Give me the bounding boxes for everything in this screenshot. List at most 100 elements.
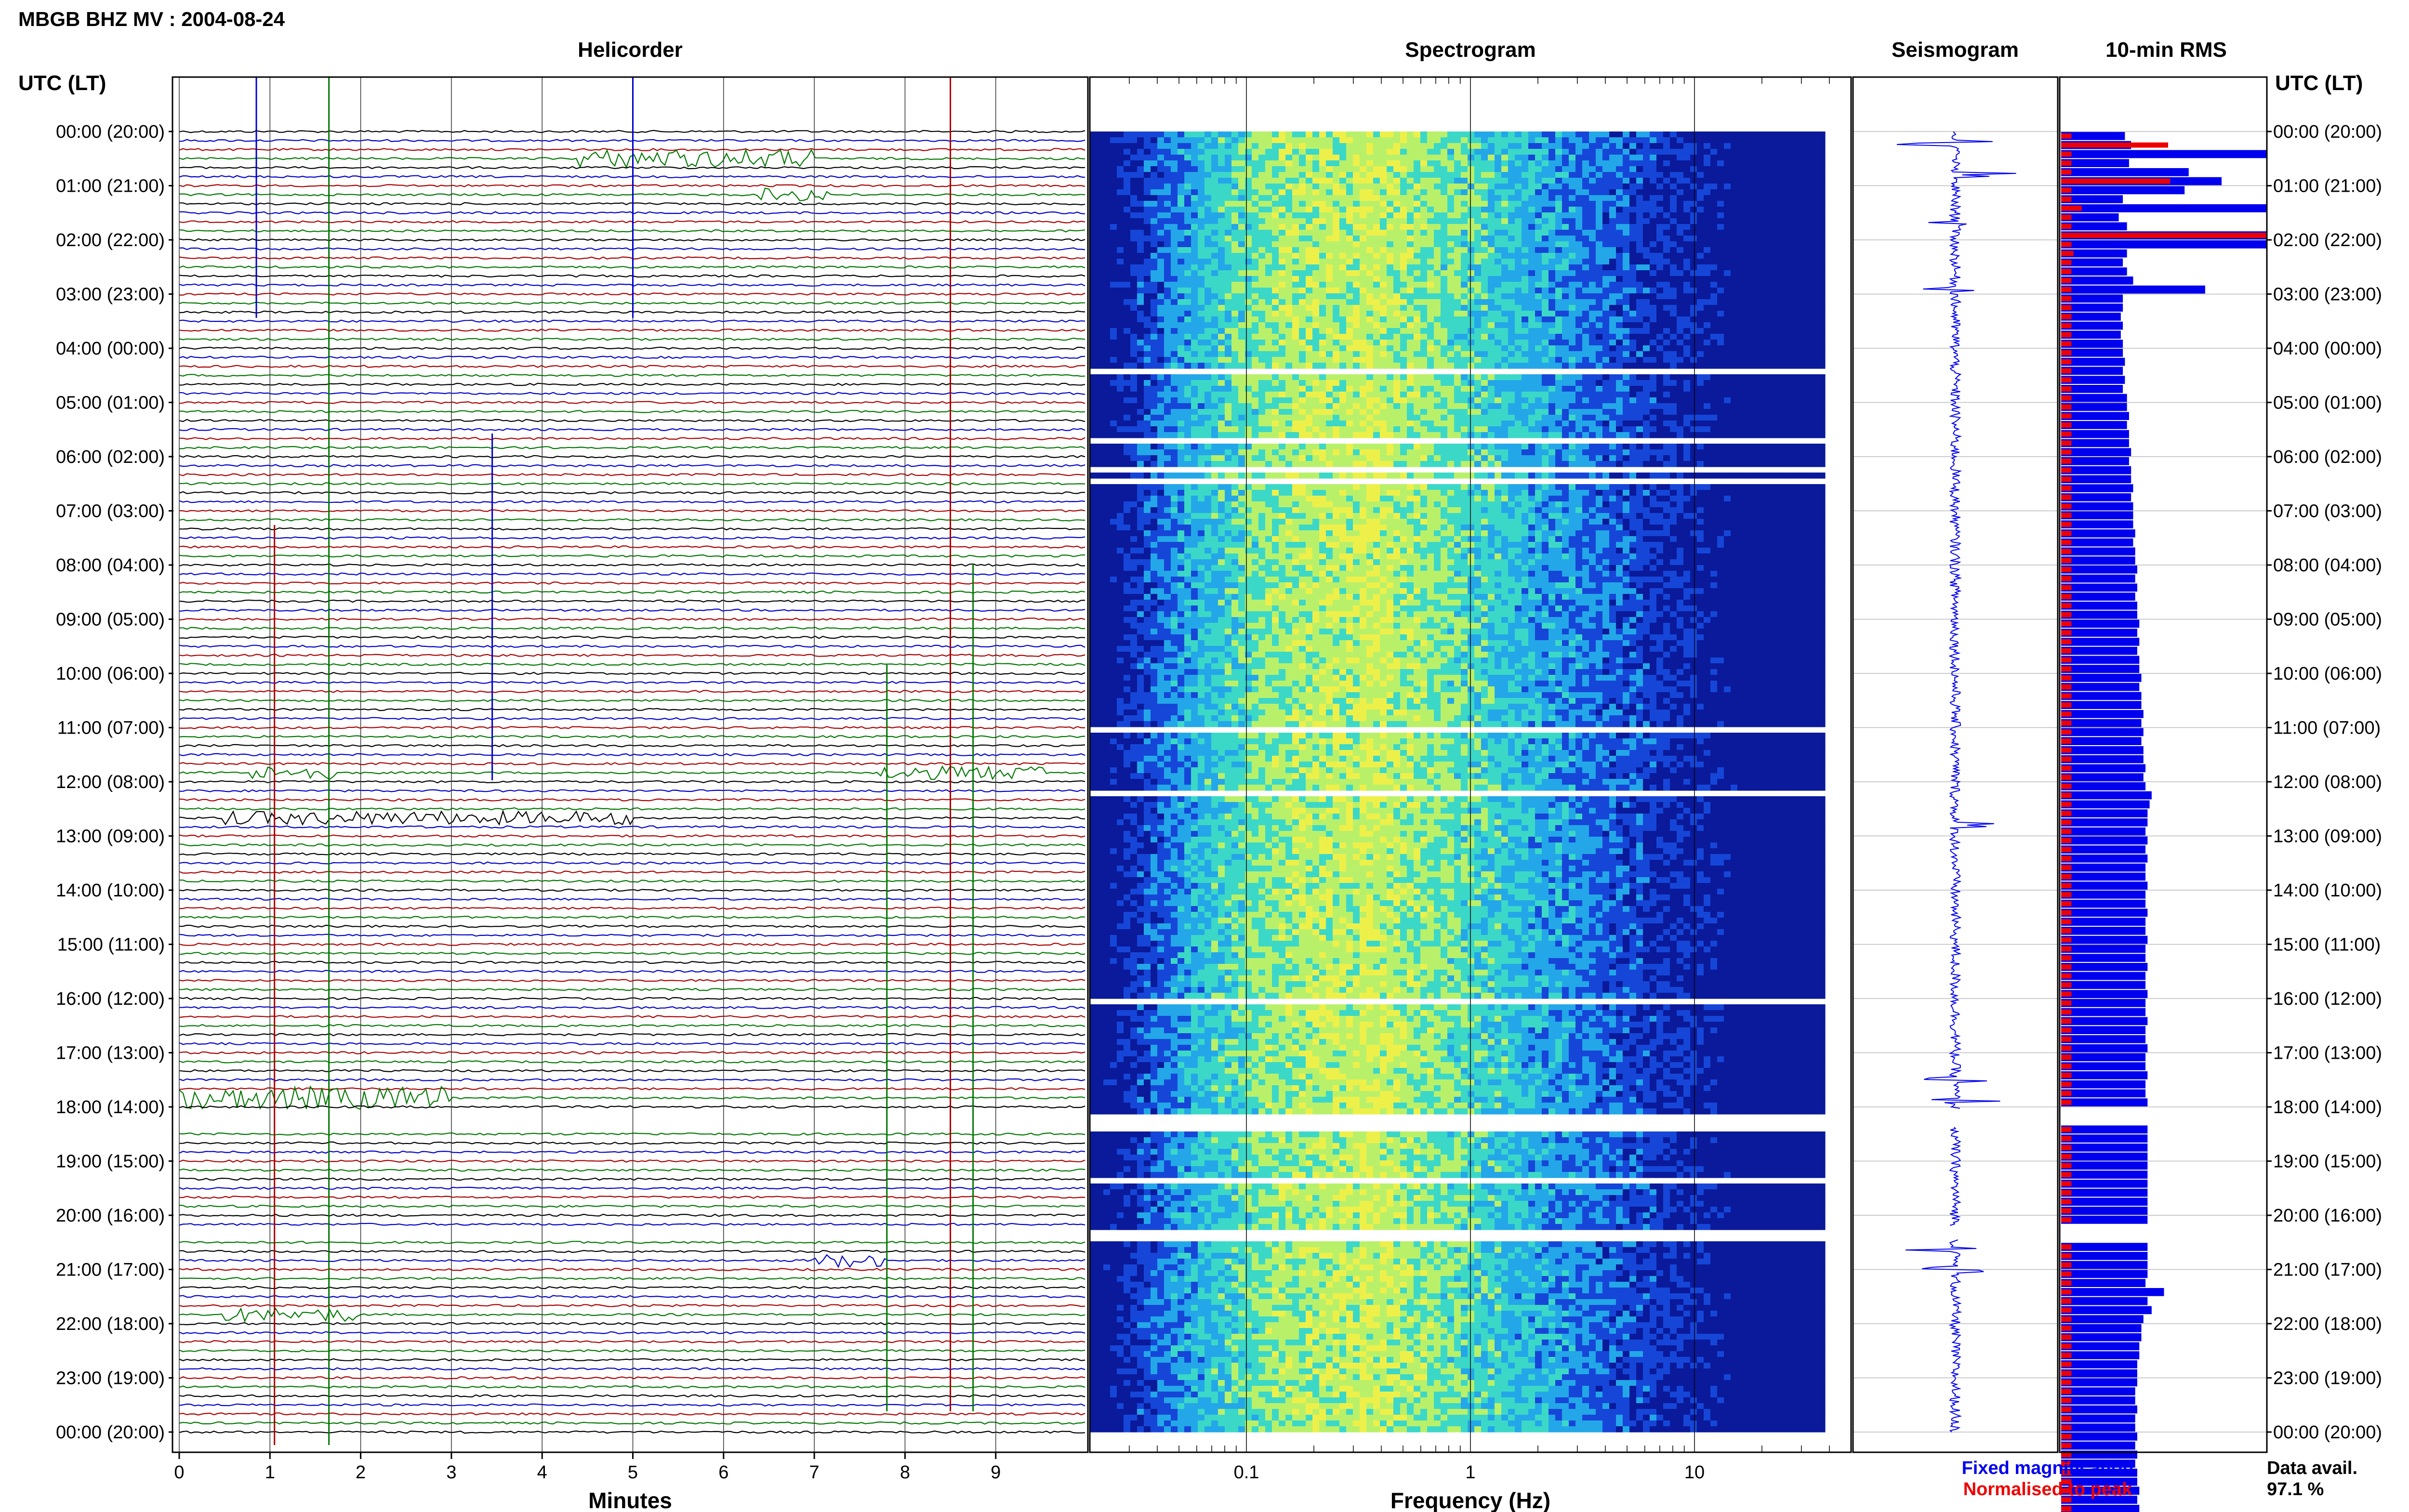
- spectrogram-cell: [1663, 270, 1670, 276]
- spectrogram-cell: [1468, 282, 1475, 288]
- spectrogram-cell: [1818, 195, 1826, 201]
- spectrogram-cell: [1124, 276, 1131, 282]
- spectrogram-cell: [1339, 380, 1347, 386]
- spectrogram-cell: [1758, 178, 1765, 184]
- spectrogram-cell: [1481, 374, 1488, 381]
- spectrogram-cell: [1117, 282, 1124, 288]
- spectrogram-cell: [1110, 363, 1117, 369]
- spectrogram-cell: [1454, 218, 1461, 224]
- spectrogram-cell: [1245, 137, 1252, 144]
- spectrogram-cell: [1710, 288, 1718, 294]
- spectrogram-cell: [1454, 184, 1461, 190]
- spectrogram-cell: [1623, 189, 1630, 196]
- spectrogram-cell: [1818, 299, 1826, 305]
- spectrogram-cell: [1400, 137, 1407, 144]
- spectrogram-cell: [1616, 236, 1623, 242]
- spectrogram-cell: [1407, 201, 1414, 207]
- spectrogram-cell: [1164, 374, 1171, 381]
- spectrogram-cell: [1447, 178, 1455, 184]
- spectrogram-cell: [1198, 143, 1205, 149]
- spectrogram-cell: [1488, 137, 1495, 144]
- spectrogram-cell: [1272, 270, 1279, 276]
- spectrogram-cell: [1596, 322, 1603, 329]
- spectrogram-cell: [1333, 178, 1340, 184]
- spectrogram-cell: [1744, 386, 1751, 392]
- spectrogram-cell: [1650, 172, 1657, 178]
- spectrogram-cell: [1171, 160, 1178, 167]
- spectrogram-cell: [1629, 380, 1637, 386]
- spectrogram-cell: [1110, 230, 1117, 236]
- spectrogram-cell: [1805, 264, 1812, 271]
- spectrogram-cell: [1346, 236, 1353, 242]
- spectrogram-cell: [1690, 270, 1697, 276]
- spectrogram-cell: [1420, 166, 1428, 172]
- spectrogram-cell: [1312, 178, 1320, 184]
- spectrogram-cell: [1245, 178, 1252, 184]
- spectrogram-cell: [1468, 264, 1475, 271]
- spectrogram-cell: [1346, 322, 1353, 329]
- spectrogram-cell: [1501, 131, 1509, 138]
- spectrogram-cell: [1191, 334, 1198, 340]
- spectrogram-cell: [1171, 351, 1178, 357]
- spectrogram-cell: [1360, 207, 1367, 213]
- spectrogram-cell: [1562, 282, 1569, 288]
- spectrogram-cell: [1285, 259, 1293, 265]
- spectrogram-cell: [1157, 316, 1165, 323]
- spectrogram-cell: [1629, 259, 1637, 265]
- spectrogram-cell: [1677, 386, 1684, 392]
- spectrogram-cell: [1454, 380, 1461, 386]
- spectrogram-cell: [1454, 241, 1461, 248]
- spectrogram-cell: [1764, 230, 1772, 236]
- spectrogram-cell: [1731, 184, 1738, 190]
- spectrogram-cell: [1731, 276, 1738, 282]
- spectrogram-cell: [1569, 184, 1576, 190]
- spectrogram-cell: [1751, 288, 1758, 294]
- spectrogram-cell: [1764, 305, 1772, 311]
- spectrogram-cell: [1103, 241, 1111, 248]
- spectrogram-cell: [1137, 155, 1144, 161]
- spectrogram-cell: [1697, 178, 1704, 184]
- spectrogram-cell: [1414, 264, 1421, 271]
- spectrogram-cell: [1643, 178, 1650, 184]
- spectrogram-cell: [1690, 282, 1697, 288]
- spectrogram-cell: [1380, 270, 1387, 276]
- spectrogram-cell: [1744, 201, 1751, 207]
- spectrogram-cell: [1285, 241, 1293, 248]
- spectrogram-cell: [1812, 351, 1819, 357]
- spectrogram-cell: [1285, 386, 1293, 392]
- spectrogram-cell: [1373, 386, 1380, 392]
- spectrogram-cell: [1144, 160, 1151, 167]
- spectrogram-cell: [1575, 166, 1583, 172]
- spectrogram-cell: [1191, 328, 1198, 334]
- spectrogram-cell: [1650, 184, 1657, 190]
- spectrogram-cell: [1717, 276, 1724, 282]
- spectrogram-cell: [1380, 149, 1387, 155]
- spectrogram-cell: [1542, 155, 1549, 161]
- spectrogram-cell: [1339, 172, 1347, 178]
- spectrogram-cell: [1508, 351, 1515, 357]
- spectrogram-cell: [1198, 334, 1205, 340]
- spectrogram-cell: [1252, 316, 1259, 323]
- spectrogram-cell: [1481, 137, 1488, 144]
- spectrogram-cell: [1144, 253, 1151, 259]
- spectrogram-cell: [1764, 224, 1772, 230]
- spectrogram-cell: [1650, 253, 1657, 259]
- spectrogram-cell: [1400, 363, 1407, 369]
- spectrogram-cell: [1656, 137, 1664, 144]
- spectrogram-cell: [1360, 363, 1367, 369]
- spectrogram-cell: [1569, 276, 1576, 282]
- spectrogram-cell: [1420, 363, 1428, 369]
- spectrogram-cell: [1744, 340, 1751, 346]
- spectrogram-cell: [1124, 224, 1131, 230]
- spectrogram-cell: [1151, 305, 1158, 311]
- spectrogram-cell: [1656, 264, 1664, 271]
- spectrogram-cell: [1373, 201, 1380, 207]
- spectrogram-cell: [1346, 189, 1353, 196]
- spectrogram-cell: [1319, 259, 1326, 265]
- spectrogram-cell: [1596, 345, 1603, 352]
- spectrogram-cell: [1164, 282, 1171, 288]
- spectrogram-cell: [1724, 172, 1731, 178]
- spectrogram-cell: [1778, 241, 1785, 248]
- spectrogram-cell: [1710, 207, 1718, 213]
- spectrogram-cell: [1454, 288, 1461, 294]
